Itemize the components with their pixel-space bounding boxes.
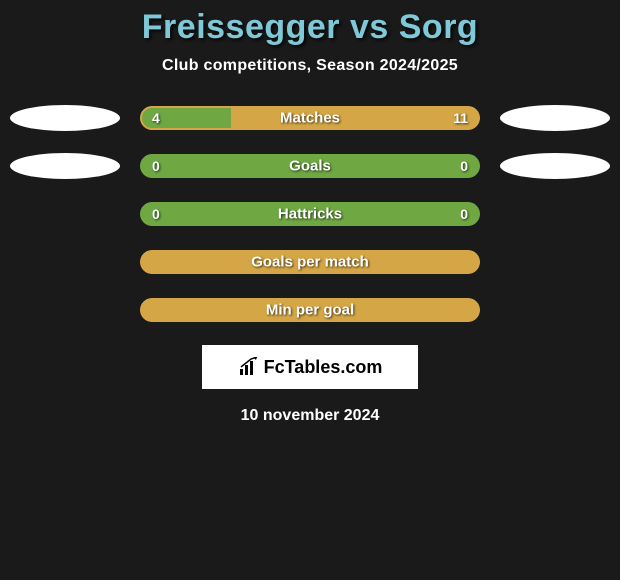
stat-row-matches: 4 Matches 11 — [0, 105, 620, 131]
page-title: Freissegger vs Sorg — [0, 8, 620, 47]
stat-row-hattricks: 0 Hattricks 0 — [0, 201, 620, 227]
right-value: 0 — [460, 158, 468, 174]
stat-row-goals-per-match: Goals per match — [0, 249, 620, 275]
stat-row-min-per-goal: Min per goal — [0, 297, 620, 323]
stat-bar: 4 Matches 11 — [140, 106, 480, 130]
comparison-widget: Freissegger vs Sorg Club competitions, S… — [0, 0, 620, 440]
stat-label: Matches — [280, 110, 340, 127]
stat-bar: Goals per match — [140, 250, 480, 274]
player-right-ellipse — [500, 105, 610, 131]
stat-label: Goals — [289, 158, 331, 175]
player-left-ellipse — [10, 153, 120, 179]
stat-bar: 0 Goals 0 — [140, 154, 480, 178]
stat-label: Goals per match — [251, 254, 369, 271]
player-right-ellipse — [500, 153, 610, 179]
right-value: 0 — [460, 206, 468, 222]
brand-text: FcTables.com — [264, 357, 383, 378]
stat-label: Min per goal — [266, 302, 354, 319]
season-subtitle: Club competitions, Season 2024/2025 — [0, 57, 620, 75]
stat-row-goals: 0 Goals 0 — [0, 153, 620, 179]
chart-icon — [238, 357, 260, 377]
date-label: 10 november 2024 — [0, 407, 620, 425]
left-value: 4 — [152, 110, 160, 126]
brand-badge[interactable]: FcTables.com — [202, 345, 418, 389]
stat-rows: 4 Matches 11 0 Goals 0 — [0, 105, 620, 323]
left-value: 0 — [152, 158, 160, 174]
left-value: 0 — [152, 206, 160, 222]
right-value: 11 — [453, 110, 468, 126]
stat-bar: 0 Hattricks 0 — [140, 202, 480, 226]
stat-label: Hattricks — [278, 206, 342, 223]
player-left-ellipse — [10, 105, 120, 131]
stat-bar: Min per goal — [140, 298, 480, 322]
